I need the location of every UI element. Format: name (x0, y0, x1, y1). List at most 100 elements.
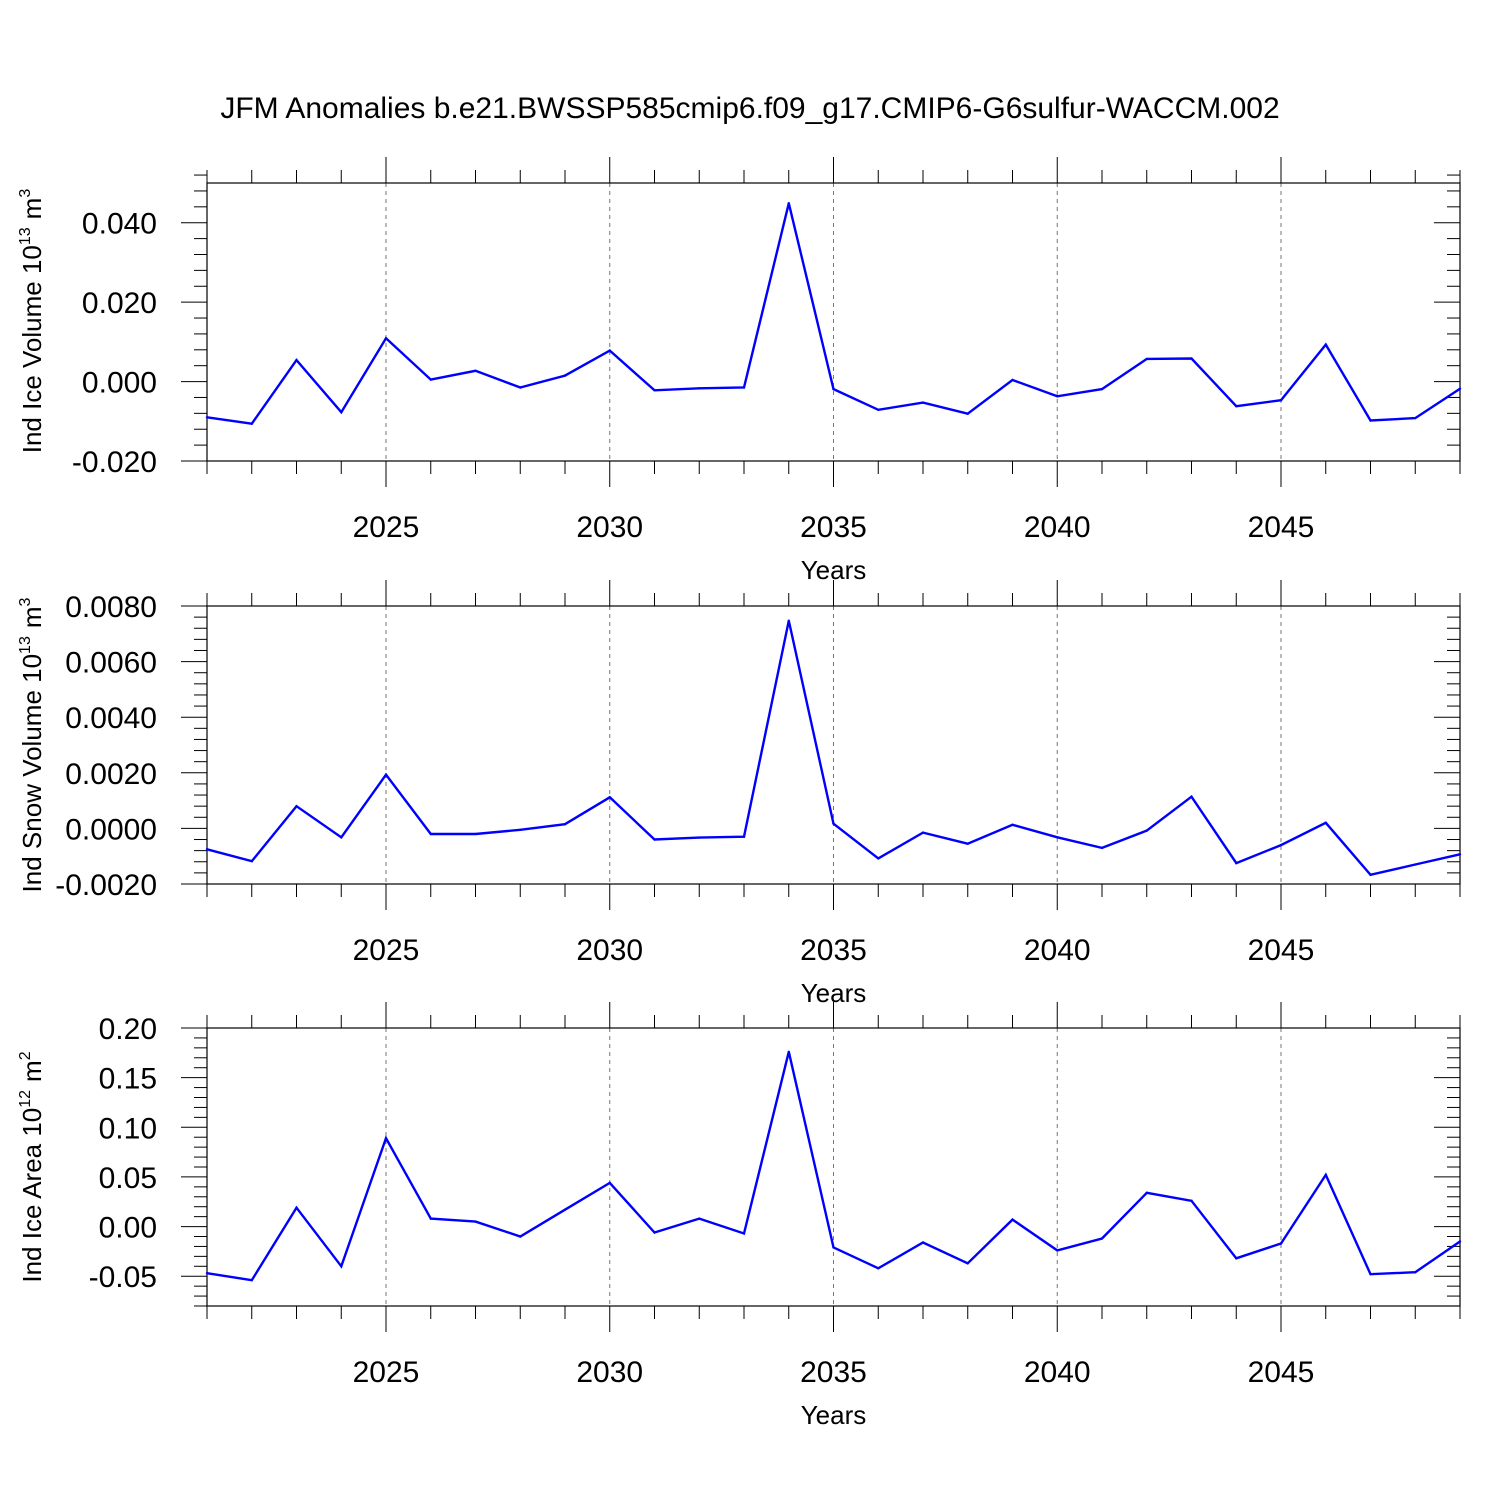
data-point (921, 831, 925, 834)
data-point (966, 1262, 969, 1265)
data-point (295, 1206, 298, 1209)
y-tick-label: -0.05 (89, 1261, 157, 1294)
series-line (206, 620, 1461, 877)
data-point (1190, 357, 1193, 360)
y-tick-label: 0.000 (82, 367, 157, 400)
x-tick-label: 2025 (353, 934, 420, 967)
data-point (563, 374, 567, 377)
x-tick-label: 2040 (1024, 1356, 1091, 1389)
data-point (384, 337, 388, 340)
data-point (429, 1217, 432, 1220)
y-axis-label-text: Ind Ice Volume 10 (17, 245, 47, 453)
data-point (340, 410, 343, 414)
x-tick-label: 2035 (800, 511, 867, 544)
y-axis-label: Ind Snow Volume 1013 m3 (17, 597, 47, 892)
y-tick-label: 0.00 (99, 1212, 157, 1245)
y-axis-label-unit-exponent: 3 (17, 189, 34, 198)
data-point (921, 401, 925, 404)
x-tick-label: 2025 (353, 511, 420, 544)
data-point (1100, 846, 1104, 850)
data-point (1056, 1249, 1059, 1252)
data-point (1324, 343, 1327, 346)
data-point (966, 842, 969, 845)
data-point (787, 619, 790, 622)
data-point (1279, 843, 1283, 847)
y-axis-label-unit-exponent: 3 (17, 597, 34, 606)
data-point (519, 386, 522, 389)
data-point (1190, 1199, 1193, 1202)
data-point (832, 1246, 835, 1249)
data-point (250, 860, 253, 863)
data-point (1458, 853, 1462, 856)
x-tick-label: 2025 (353, 1356, 420, 1389)
data-point (1235, 861, 1238, 865)
y-axis-label-exponent: 12 (17, 1090, 34, 1108)
data-point (1011, 1218, 1014, 1221)
data-point (787, 1050, 790, 1054)
y-tick-label: 0.20 (99, 1013, 157, 1046)
data-point (563, 1208, 567, 1211)
data-point (1324, 821, 1327, 825)
x-tick-label: 2045 (1248, 934, 1315, 967)
data-point (877, 408, 880, 411)
y-axis-label-text: Ind Snow Volume 10 (17, 654, 47, 893)
data-point (1145, 829, 1148, 832)
data-point (340, 1265, 343, 1268)
data-point (608, 349, 611, 352)
y-axis-label-exponent: 13 (17, 636, 34, 654)
data-point (295, 358, 298, 362)
data-point (742, 835, 746, 838)
data-point (1235, 1257, 1238, 1260)
data-point (1056, 836, 1059, 839)
data-point (1145, 357, 1148, 361)
data-point (384, 1137, 388, 1140)
data-point (1279, 399, 1283, 402)
data-point (474, 1220, 477, 1223)
data-point (340, 836, 343, 839)
x-tick-label: 2045 (1248, 511, 1315, 544)
x-tick-label: 2030 (576, 1356, 643, 1389)
data-point (698, 387, 701, 390)
data-point (250, 422, 253, 425)
data-point (474, 369, 477, 373)
y-tick-label: -0.0020 (55, 869, 157, 902)
y-axis-label-unit: m (17, 606, 47, 628)
data-point (832, 822, 835, 825)
data-point (205, 416, 209, 419)
data-point (1100, 1237, 1104, 1240)
x-tick-label: 2030 (576, 934, 643, 967)
x-axis-label: Years (801, 1400, 867, 1430)
y-tick-label: 0.0080 (65, 591, 157, 624)
data-point (698, 836, 701, 839)
y-axis-label-unit: m (17, 198, 47, 220)
y-axis-label: Ind Ice Volume 1013 m3 (17, 189, 47, 454)
data-point (653, 838, 656, 841)
y-tick-label: 0.0000 (65, 813, 157, 846)
x-tick-label: 2030 (576, 511, 643, 544)
data-point (1324, 1173, 1327, 1177)
data-point (608, 1181, 611, 1185)
data-point (608, 796, 611, 799)
data-point (1369, 419, 1372, 422)
data-point (653, 1231, 656, 1234)
y-tick-label: 0.0060 (65, 647, 157, 680)
data-point (429, 832, 432, 836)
data-point (742, 386, 746, 389)
data-point (1414, 863, 1417, 866)
y-axis-label-exponent: 13 (17, 227, 34, 245)
y-tick-label: -0.020 (72, 446, 157, 479)
chart-panel-2: -0.0020 0.0000 0.0020 0.0040 0.0060 0.0080 202… (17, 580, 1462, 1008)
y-axis-label-text: Ind Ice Area 10 (17, 1108, 47, 1283)
data-point (429, 378, 432, 381)
x-tick-label: 2035 (800, 1356, 867, 1389)
data-point (1458, 1240, 1462, 1243)
data-point (474, 832, 477, 836)
y-tick-label: 0.0040 (65, 702, 157, 735)
y-axis-label: Ind Ice Area 1012 m2 (17, 1051, 47, 1282)
data-point (966, 412, 969, 415)
chart-panel-1: -0.020 0.000 0.020 0.040 2025 2030 2035 2040 204… (17, 157, 1462, 585)
data-point (832, 387, 835, 391)
data-point (1279, 1242, 1283, 1245)
y-tick-label: 0.040 (82, 208, 157, 241)
data-point (1100, 387, 1104, 391)
